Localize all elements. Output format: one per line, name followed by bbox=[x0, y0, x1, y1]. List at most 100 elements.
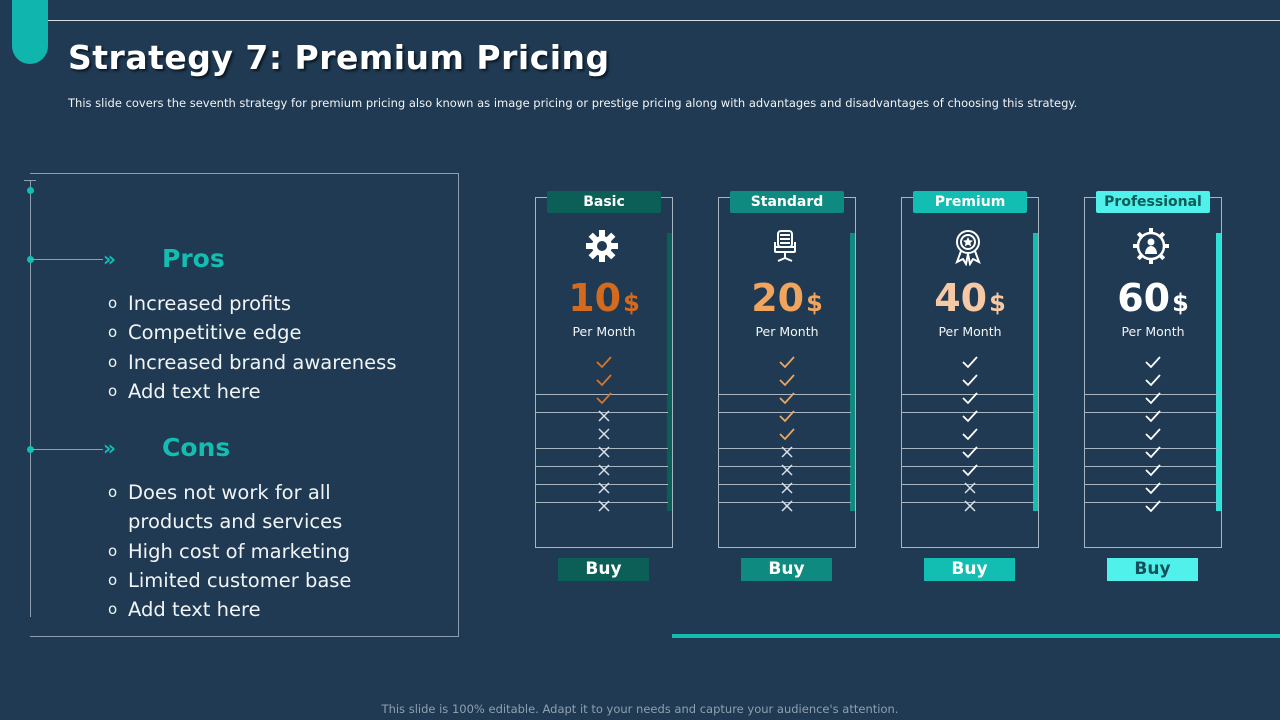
award-ribbon-icon bbox=[948, 226, 988, 267]
price-value: 20 bbox=[751, 276, 805, 320]
bullet-icon: o bbox=[108, 541, 118, 560]
bullet-icon: o bbox=[108, 352, 118, 371]
feature-row-divider bbox=[719, 448, 851, 449]
pros-item: o Increased profits bbox=[108, 289, 397, 318]
cross-icon bbox=[718, 445, 856, 463]
price-currency: $ bbox=[1172, 289, 1189, 317]
check-icon bbox=[535, 373, 673, 391]
cross-icon bbox=[535, 409, 673, 427]
check-icon bbox=[901, 445, 1039, 463]
bullet-icon: o bbox=[108, 323, 118, 342]
pros-dot bbox=[27, 256, 34, 263]
check-icon bbox=[1084, 355, 1222, 373]
feature-row-divider bbox=[1085, 466, 1217, 467]
plan-name-tag: Professional bbox=[1096, 191, 1210, 213]
check-icon bbox=[1084, 373, 1222, 391]
plan-period: Per Month bbox=[1121, 324, 1185, 339]
check-icon bbox=[901, 463, 1039, 481]
price-value: 40 bbox=[934, 276, 988, 320]
slide-title: Strategy 7: Premium Pricing bbox=[68, 38, 610, 77]
feature-row-divider bbox=[719, 466, 851, 467]
cons-item: o High cost of marketing bbox=[108, 537, 351, 566]
buy-button[interactable]: Buy bbox=[1107, 558, 1198, 581]
cons-dot bbox=[27, 446, 34, 453]
cons-item: o Add text here bbox=[108, 595, 351, 624]
cons-item: o Limited customer base bbox=[108, 566, 351, 595]
plan-price: 40$ bbox=[901, 276, 1039, 325]
card-accent-bar bbox=[667, 233, 672, 511]
price-value: 60 bbox=[1117, 276, 1171, 320]
cross-icon bbox=[535, 463, 673, 481]
feature-row-divider bbox=[536, 466, 668, 467]
check-icon bbox=[1084, 391, 1222, 409]
cross-icon bbox=[718, 481, 856, 499]
feature-row-divider bbox=[1085, 394, 1217, 395]
check-icon bbox=[1084, 445, 1222, 463]
pros-connector bbox=[31, 259, 103, 260]
price-value: 10 bbox=[568, 276, 622, 320]
plan-name-tag: Basic bbox=[547, 191, 661, 213]
feature-row-divider bbox=[902, 502, 1034, 503]
pros-item: o Add text here bbox=[108, 377, 397, 406]
card-accent-bar bbox=[850, 233, 855, 511]
timeline-dot-top bbox=[27, 187, 34, 194]
feature-row-divider bbox=[536, 394, 668, 395]
check-icon bbox=[1084, 499, 1222, 517]
feature-row-divider bbox=[536, 484, 668, 485]
bullet-icon: o bbox=[108, 600, 118, 619]
plan-price: 20$ bbox=[718, 276, 856, 325]
cons-list: o Does not work for all products and serv… bbox=[108, 478, 351, 624]
feature-row-divider bbox=[902, 412, 1034, 413]
feature-row-divider bbox=[536, 502, 668, 503]
check-icon bbox=[718, 427, 856, 445]
feature-row-divider bbox=[1085, 484, 1217, 485]
cons-connector bbox=[31, 449, 103, 450]
card-accent-bar bbox=[1216, 233, 1221, 511]
check-icon bbox=[1084, 427, 1222, 445]
cons-title: Cons bbox=[162, 433, 231, 462]
card-accent-bar bbox=[1033, 233, 1038, 511]
check-icon bbox=[718, 373, 856, 391]
pros-item: o Increased brand awareness bbox=[108, 348, 397, 377]
feature-row-divider bbox=[1085, 502, 1217, 503]
feature-row-divider bbox=[1085, 412, 1217, 413]
price-currency: $ bbox=[623, 289, 640, 317]
feature-row-divider bbox=[536, 448, 668, 449]
feature-row-divider bbox=[719, 394, 851, 395]
buy-button[interactable]: Buy bbox=[558, 558, 649, 581]
cross-icon bbox=[901, 499, 1039, 517]
plan-price: 60$ bbox=[1084, 276, 1222, 325]
buy-button[interactable]: Buy bbox=[741, 558, 832, 581]
cross-icon bbox=[535, 427, 673, 445]
timeline-line bbox=[30, 180, 31, 617]
pros-item: o Competitive edge bbox=[108, 318, 397, 347]
pros-chevron-icon: » bbox=[103, 247, 116, 271]
check-icon bbox=[718, 391, 856, 409]
buy-button[interactable]: Buy bbox=[924, 558, 1015, 581]
cons-item: products and services bbox=[128, 510, 343, 534]
check-icon bbox=[1084, 463, 1222, 481]
check-icon bbox=[901, 373, 1039, 391]
corner-tab bbox=[12, 0, 48, 64]
feature-row-divider bbox=[719, 412, 851, 413]
check-icon bbox=[901, 355, 1039, 373]
feature-row-divider bbox=[1085, 448, 1217, 449]
bullet-icon: o bbox=[108, 294, 118, 312]
check-icon bbox=[718, 409, 856, 427]
gear-icon bbox=[582, 226, 622, 266]
timeline-tick bbox=[24, 180, 36, 181]
cross-icon bbox=[535, 499, 673, 517]
cons-chevron-icon: » bbox=[103, 436, 116, 460]
feature-row-divider bbox=[902, 394, 1034, 395]
footer-note: This slide is 100% editable. Adapt it to… bbox=[381, 702, 899, 716]
pros-list: o Increased profits o Competitive edge o In… bbox=[108, 289, 397, 406]
feature-row-divider bbox=[719, 502, 851, 503]
check-icon bbox=[1084, 409, 1222, 427]
plan-name-tag: Premium bbox=[913, 191, 1027, 213]
bullet-icon: o bbox=[108, 570, 118, 589]
feature-row-divider bbox=[902, 484, 1034, 485]
cross-icon bbox=[718, 463, 856, 481]
pros-cons-frame bbox=[30, 173, 459, 637]
pros-title: Pros bbox=[162, 244, 225, 273]
feature-row-divider bbox=[902, 466, 1034, 467]
